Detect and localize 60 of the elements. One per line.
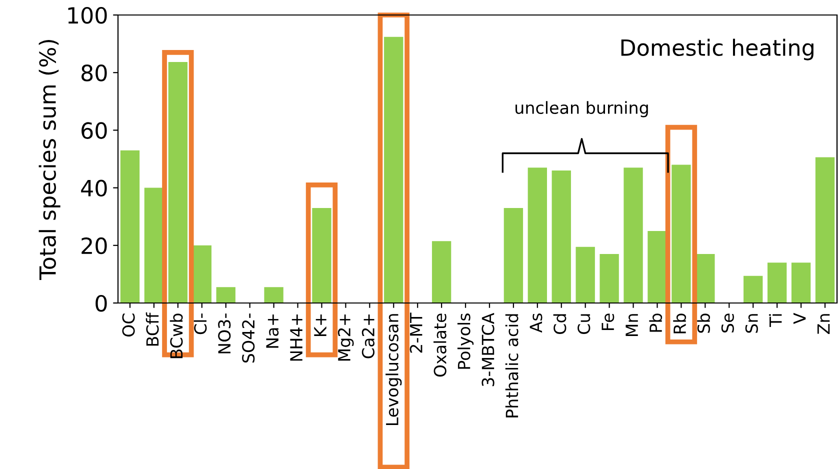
x-tick-label: K+ [314,314,326,336]
x-tick-label: Cl- [194,314,207,334]
bar [791,262,811,303]
annotation: Domestic heating [621,38,814,60]
x-tick-label: Mg2+ [338,314,354,361]
bar [552,170,571,303]
x-tick-label: Ti [769,314,782,328]
bar [144,188,164,303]
x-tick-label: Fe [602,314,614,330]
bar [696,254,715,303]
bar [672,164,691,303]
annotation: unclean burning [516,101,648,118]
x-tick-label: Rb [673,314,686,334]
bar [767,262,787,303]
bar [216,287,236,303]
x-tick-label: Ca2+ [362,314,374,358]
x-tick-label: Cu [578,314,590,334]
y-tick-label: 0 [96,294,107,312]
x-tick-label: Se [721,314,734,332]
bar [120,150,140,303]
x-tick-label: Pb [649,314,662,332]
x-tick-label: BCwb [170,314,183,358]
bar [815,157,835,303]
x-tick-label: Levoglucosan [386,314,402,425]
bar [432,241,452,303]
bar [384,36,404,303]
x-tick-label: Mn [626,314,638,336]
x-tick-label: Polyols [457,314,474,369]
x-tick-label: 2-MT [410,312,422,353]
x-tick-label: SO42- [242,314,255,363]
y-tick-label: 80 [82,64,107,82]
bar [192,245,212,303]
x-tick-label: Sn [745,314,758,333]
bar [528,168,548,303]
bar [312,208,332,303]
y-tick-label: 60 [82,122,107,139]
x-tick-label: NO3- [218,314,231,354]
x-tick-label: OC [122,314,135,337]
x-tick-label: Na+ [266,314,279,348]
x-tick-label: BCff [146,312,159,346]
bar [624,168,643,303]
bar [264,287,284,303]
x-tick-label: Oxalate [433,314,446,377]
bar [648,231,667,303]
bar [744,276,763,303]
x-tick-label: As [530,314,542,333]
x-tick-label: Zn [817,314,830,334]
x-tick-label: V [794,312,806,324]
bar [576,246,595,303]
x-tick-label: 3-MBTCA [482,312,494,386]
x-tick-label: Phthalic acid [505,314,518,418]
y-tick-label: 20 [82,237,107,254]
y-tick-label: 40 [81,180,107,197]
bar [600,254,619,303]
y-tick-label: 100 [68,6,107,24]
bar [504,208,524,303]
x-tick-label: NH4+ [290,314,302,361]
y-axis-title: Total species sum (%) [38,40,60,280]
x-tick-label: Cd [553,314,566,334]
x-tick-label: Sb [697,314,710,333]
